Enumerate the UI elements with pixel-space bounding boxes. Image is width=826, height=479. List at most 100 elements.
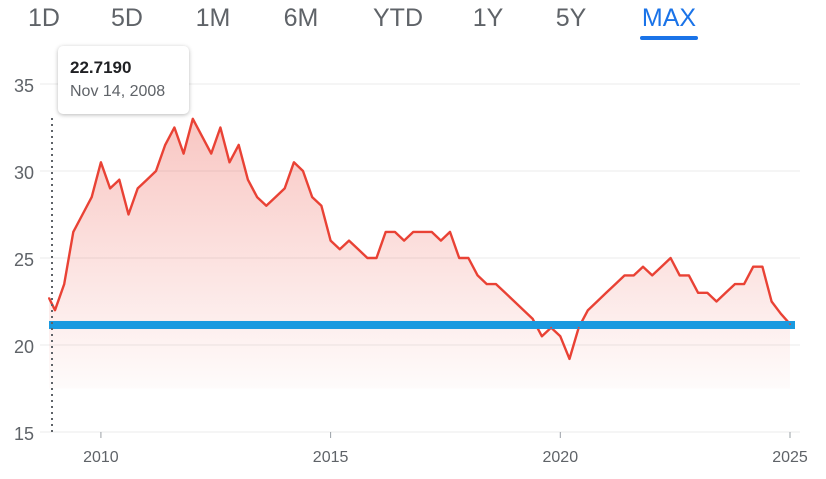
tab-ytd[interactable]: YTD — [373, 4, 423, 32]
y-tick-label: 30 — [14, 163, 34, 183]
data-point — [210, 152, 213, 155]
x-tick-label: 2010 — [83, 449, 119, 466]
data-point — [504, 291, 507, 294]
data-point — [384, 231, 387, 233]
data-point — [48, 297, 50, 299]
tab-6m[interactable]: 6M — [283, 4, 319, 32]
data-point — [155, 170, 157, 172]
data-point — [733, 283, 736, 285]
data-point — [63, 283, 66, 285]
data-point — [651, 274, 654, 277]
data-point — [541, 335, 543, 338]
tab-1m[interactable]: 1M — [195, 4, 231, 32]
data-point — [779, 312, 782, 315]
data-point — [228, 161, 231, 164]
data-point — [743, 283, 745, 285]
data-point — [449, 231, 451, 233]
data-point — [550, 326, 553, 329]
data-point — [678, 274, 681, 277]
data-point — [191, 117, 194, 120]
data-points — [48, 117, 791, 360]
data-point — [320, 204, 323, 207]
tab-1d[interactable]: 1D — [28, 4, 60, 32]
data-point — [256, 196, 259, 199]
data-point — [586, 309, 589, 312]
previous-close-line — [49, 320, 795, 329]
data-point — [458, 257, 461, 259]
price-line — [47, 117, 791, 361]
data-point — [559, 335, 562, 338]
data-point — [789, 323, 791, 326]
data-point — [100, 161, 102, 164]
data-point — [531, 318, 534, 320]
data-point — [752, 265, 755, 268]
tooltip-date: Nov 14, 2008 — [70, 83, 166, 100]
y-tick-label: 25 — [14, 250, 34, 270]
y-tick-label: 15 — [14, 424, 34, 444]
tab-1y[interactable]: 1Y — [472, 4, 504, 32]
data-point — [430, 231, 433, 233]
data-point — [338, 248, 341, 251]
data-point — [724, 291, 727, 294]
range-tabs: 1D 5D 1M 6M YTD 1Y 5Y MAX — [0, 0, 826, 44]
data-point — [237, 144, 240, 146]
hover-tooltip: 22.7190 Nov 14, 2008 — [58, 46, 189, 114]
tooltip-price: 22.7190 — [70, 58, 132, 77]
data-point — [770, 300, 773, 303]
data-point — [522, 309, 525, 312]
data-point — [182, 152, 185, 155]
data-point — [265, 204, 268, 207]
data-point — [660, 265, 663, 268]
data-point — [412, 231, 415, 233]
data-point — [219, 126, 222, 129]
data-point — [467, 257, 470, 259]
data-point — [311, 196, 314, 199]
data-point — [54, 309, 56, 312]
data-point — [366, 257, 369, 259]
data-point — [394, 231, 396, 233]
data-point — [145, 178, 148, 181]
x-tick-label: 2025 — [772, 449, 808, 466]
data-point — [623, 274, 626, 277]
data-point — [642, 265, 644, 268]
x-tick-label: 2020 — [543, 449, 579, 466]
data-point — [375, 257, 378, 259]
data-point — [577, 326, 580, 329]
data-point — [292, 161, 295, 164]
data-point — [485, 283, 488, 285]
data-point — [118, 178, 121, 181]
data-point — [357, 248, 360, 251]
data-point — [439, 239, 442, 242]
data-point — [90, 196, 93, 199]
data-point — [109, 187, 111, 190]
data-point — [568, 358, 571, 360]
data-point — [697, 291, 700, 294]
data-point — [688, 274, 690, 277]
tab-max[interactable]: MAX — [641, 4, 697, 32]
data-point — [201, 135, 203, 138]
y-axis: 35 30 25 20 15 — [14, 76, 34, 444]
data-point — [302, 170, 304, 172]
data-point — [127, 213, 130, 216]
data-point — [247, 178, 249, 181]
data-point — [173, 126, 176, 129]
data-point — [715, 300, 718, 303]
data-point — [476, 274, 479, 277]
x-tick-label: 2015 — [313, 449, 349, 466]
data-point — [605, 291, 608, 294]
data-point — [72, 231, 75, 233]
data-point — [669, 257, 672, 259]
data-point — [274, 196, 277, 199]
data-point — [283, 187, 286, 190]
y-tick-label: 20 — [14, 337, 34, 357]
data-point — [329, 239, 332, 242]
data-point — [164, 144, 167, 146]
data-point — [706, 291, 709, 294]
tab-5d[interactable]: 5D — [111, 4, 143, 32]
tab-5y[interactable]: 5Y — [555, 4, 587, 32]
active-tab-indicator — [640, 36, 698, 40]
data-point — [348, 239, 350, 242]
x-axis: 2010 2015 2020 2025 — [83, 432, 808, 466]
data-point — [136, 187, 139, 190]
data-point — [81, 213, 84, 216]
